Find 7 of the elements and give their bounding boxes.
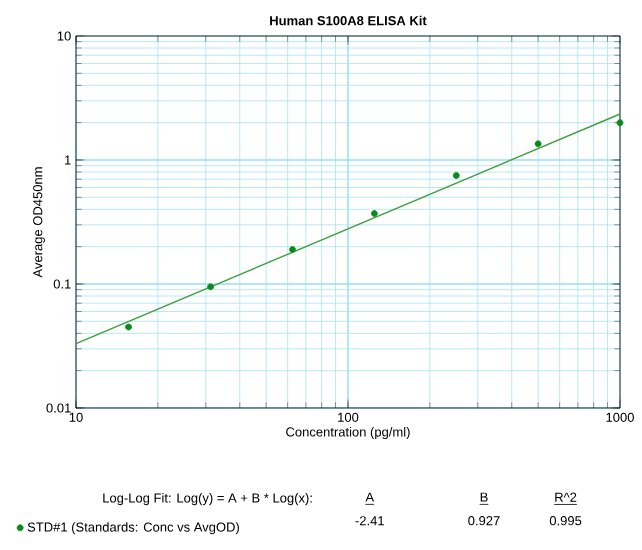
point [616, 119, 624, 127]
point [452, 172, 460, 179]
point [125, 323, 132, 331]
point [370, 210, 378, 217]
point [534, 140, 542, 148]
point [207, 283, 214, 291]
point [289, 246, 296, 253]
